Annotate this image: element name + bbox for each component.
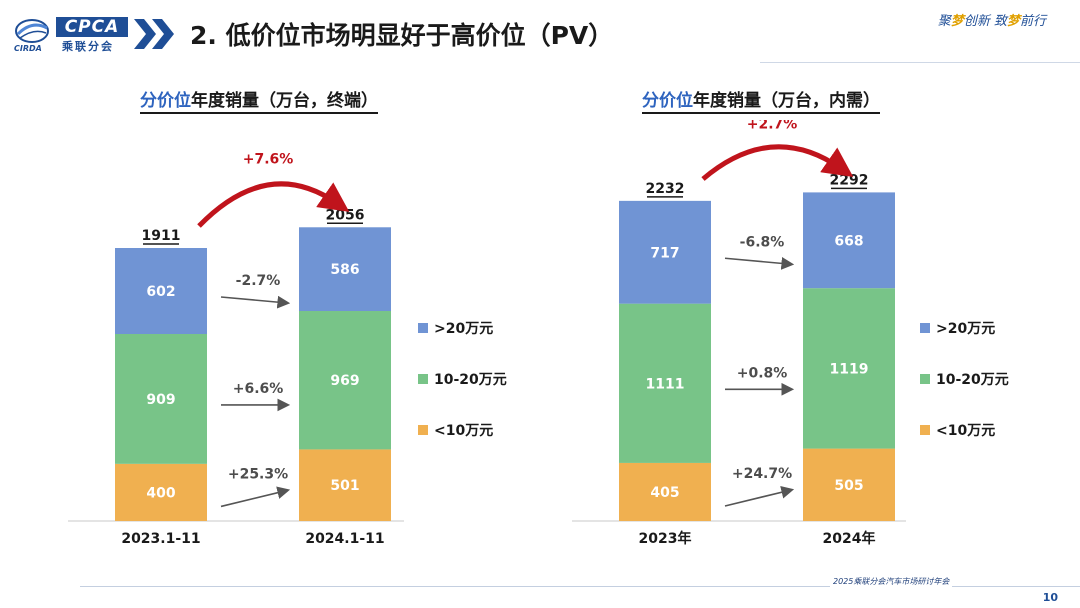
- growth-arrow: [701, 144, 854, 181]
- chart-2-title-highlight: 分价位: [642, 91, 693, 111]
- slogan: 聚梦创新 致梦前行: [938, 10, 1046, 29]
- logo-subtitle: 乘联分会: [62, 40, 114, 53]
- data-label: 400: [146, 485, 175, 501]
- change-label: -2.7%: [236, 273, 281, 289]
- bar-segment-low: [115, 463, 207, 521]
- legend-label: <10万元: [434, 423, 494, 439]
- growth-label: +7.6%: [243, 151, 294, 167]
- legend-item-mid: 10-20万元: [920, 369, 1009, 389]
- category-label: 2024年: [823, 530, 876, 547]
- total-label: 2292: [830, 172, 869, 188]
- chart-1-title-highlight: 分价位: [140, 91, 191, 111]
- data-label: 586: [330, 262, 359, 278]
- bar-segment-high: [299, 227, 391, 311]
- change-label: +6.6%: [233, 381, 284, 397]
- data-label: 505: [834, 478, 863, 494]
- title-chevron-icon: [134, 19, 174, 49]
- footer-caption: 2025乘联分会汽车市场研讨年会: [830, 576, 953, 587]
- legend-label: 10-20万元: [936, 372, 1009, 388]
- logo-text: CPCA: [56, 17, 128, 37]
- chart-1-plot: 40090960219112023.1-1150196958620562024.…: [68, 151, 404, 547]
- data-label: 602: [146, 284, 175, 300]
- header: CPCA 乘联分会 CIRDA 2. 低价位市场明显好于高价位（PV） 聚梦创新…: [0, 0, 1080, 70]
- data-label: 1111: [646, 376, 685, 392]
- bar-segment-high: [115, 248, 207, 334]
- cpca-globe-logo-icon: [15, 19, 49, 43]
- slogan-part: 创新 致: [963, 14, 1007, 29]
- legend-swatch-low: [418, 425, 428, 435]
- bar-segment-mid: [619, 303, 711, 463]
- data-label: 501: [330, 478, 359, 494]
- data-label: 717: [650, 245, 679, 261]
- bar-segment-low: [803, 448, 895, 521]
- category-label: 2023年: [639, 530, 692, 547]
- chart-2-title-rest: 年度销量（万台，内需）: [693, 91, 880, 111]
- change-label: +24.7%: [732, 466, 792, 482]
- change-label: -6.8%: [740, 234, 785, 250]
- chart-2-legend: >20万元 10-20万元 <10万元: [920, 318, 1009, 471]
- legend-label: <10万元: [936, 423, 996, 439]
- bar-segment-low: [299, 449, 391, 521]
- legend-label: >20万元: [936, 321, 996, 337]
- data-label: 909: [146, 392, 175, 408]
- page-number: 10: [1042, 591, 1058, 604]
- legend-item-high: >20万元: [920, 318, 1009, 338]
- data-label: 969: [330, 373, 359, 389]
- data-label: 1119: [830, 361, 869, 377]
- footer-divider: [80, 586, 1080, 587]
- legend-item-low: <10万元: [418, 420, 507, 440]
- change-label: +25.3%: [228, 466, 288, 482]
- legend-swatch-high: [920, 323, 930, 333]
- legend-label: 10-20万元: [434, 372, 507, 388]
- change-arrow: [220, 486, 291, 508]
- chart-1-title-rest: 年度销量（万台，终端）: [191, 91, 378, 111]
- change-arrow: [724, 486, 795, 507]
- growth-arrow: [197, 181, 350, 228]
- slogan-part: 聚: [937, 14, 951, 29]
- slogan-mark: 梦: [950, 14, 964, 29]
- chart-1-title: 分价位年度销量（万台，终端）: [140, 86, 378, 114]
- legend-swatch-mid: [920, 374, 930, 384]
- category-label: 2023.1-11: [121, 531, 200, 547]
- logo-abbr: CIRDA: [14, 44, 42, 53]
- change-arrow: [724, 257, 795, 270]
- category-label: 2024.1-11: [305, 531, 384, 547]
- legend-item-mid: 10-20万元: [418, 369, 507, 389]
- chart-2-plot: 405 1111 717 2232 2023年 505 1119 668 2292 2024年 +2…: [572, 120, 906, 547]
- page-title: 2. 低价位市场明显好于高价位（PV）: [190, 21, 614, 50]
- bar-segment-mid: [299, 311, 391, 450]
- bar-segment-mid: [803, 288, 895, 449]
- slogan-part: 前行: [1019, 14, 1046, 29]
- slogan-mark: 梦: [1006, 14, 1020, 29]
- growth-label: +2.7%: [747, 120, 798, 132]
- legend-swatch-high: [418, 323, 428, 333]
- data-label: 668: [834, 233, 863, 249]
- legend-swatch-low: [920, 425, 930, 435]
- bar-segment-low: [619, 462, 711, 521]
- change-arrow: [220, 295, 291, 309]
- header-divider: [760, 62, 1080, 63]
- legend-swatch-mid: [418, 374, 428, 384]
- bar-segment-high: [803, 192, 895, 289]
- data-label: 405: [650, 485, 679, 501]
- bar-segment-mid: [115, 334, 207, 464]
- total-label: 2232: [646, 181, 685, 197]
- legend-item-high: >20万元: [418, 318, 507, 338]
- chart-1-legend: >20万元 10-20万元 <10万元: [418, 318, 507, 471]
- bar-segment-high: [619, 200, 711, 304]
- legend-item-low: <10万元: [920, 420, 1009, 440]
- chart-2-title: 分价位年度销量（万台，内需）: [642, 86, 880, 114]
- legend-label: >20万元: [434, 321, 494, 337]
- change-label: +0.8%: [737, 365, 788, 381]
- total-label: 1911: [142, 228, 181, 244]
